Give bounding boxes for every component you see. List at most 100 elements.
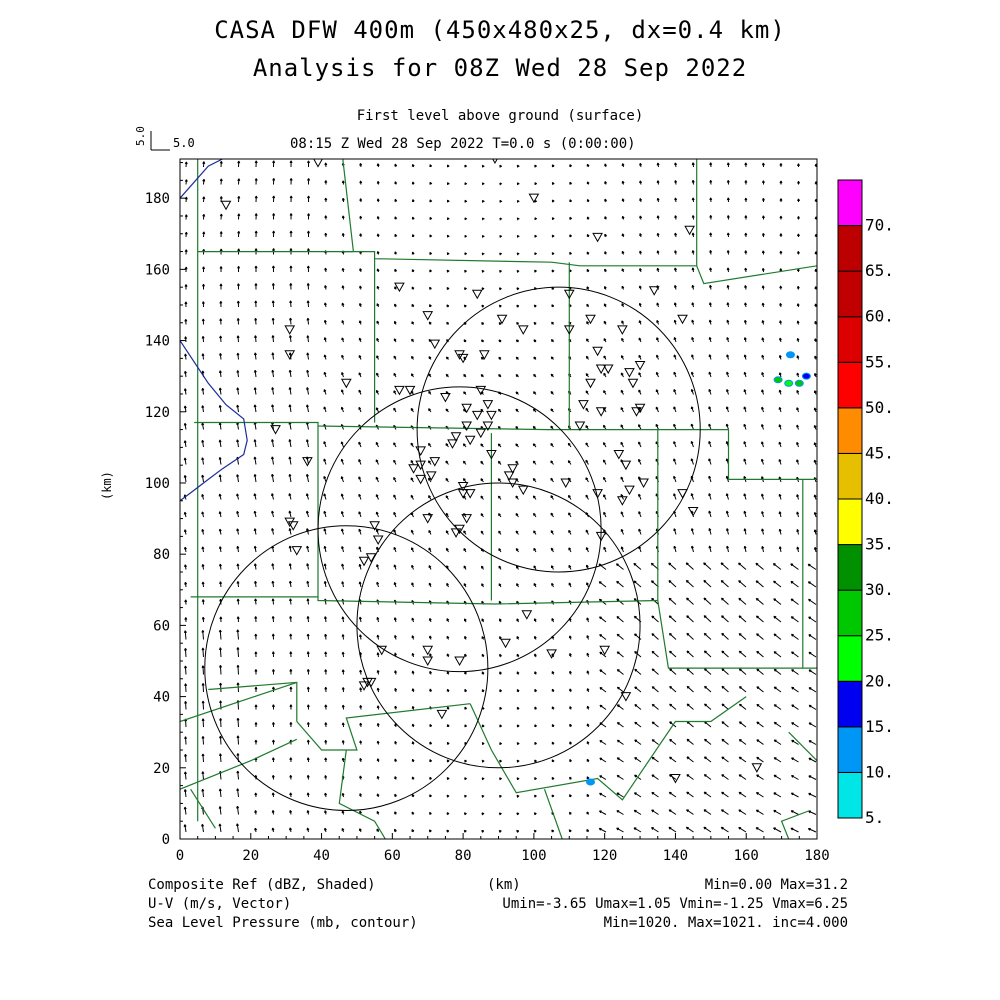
x-axis-ticks: 0 20 40 60 80 100 120 140 160 180 <box>176 833 830 864</box>
station-marker <box>599 645 611 656</box>
station-marker <box>404 385 416 396</box>
y-tick-label: 160 <box>145 262 170 278</box>
station-marker <box>372 535 384 545</box>
coastline <box>180 159 248 502</box>
station-marker <box>585 378 596 389</box>
station-marker <box>517 485 529 496</box>
colorbar-segment <box>837 771 863 819</box>
station-marker <box>602 364 614 375</box>
x-tick-label: 80 <box>455 848 472 864</box>
station-marker <box>578 400 589 410</box>
station-marker <box>471 410 483 421</box>
x-tick-label: 40 <box>313 848 330 864</box>
colorbar-label: 65. <box>865 261 894 280</box>
county-line <box>780 809 811 839</box>
y-tick-label: 80 <box>153 547 170 563</box>
colorbar-segment <box>837 407 863 454</box>
station-marker <box>677 314 688 325</box>
y-tick-label: 140 <box>145 334 170 350</box>
x-tick-label: 60 <box>384 848 401 864</box>
station-marker <box>429 339 441 350</box>
colorbar-segment <box>837 179 863 227</box>
station-marker <box>517 325 529 335</box>
county-line <box>180 738 298 790</box>
station-marker <box>461 514 473 524</box>
county-line <box>342 159 354 252</box>
station-marker <box>563 289 575 300</box>
time-label: 08:15 Z Wed 28 Sep 2022 T=0.0 s (0:00:00… <box>290 136 636 152</box>
station-marker <box>464 489 476 499</box>
county-line <box>469 696 747 801</box>
station-marker <box>450 432 462 442</box>
county-line <box>727 429 817 480</box>
station-marker <box>422 656 434 667</box>
chart-title: CASA DFW 400m (450x480x25, dx=0.4 km) <box>214 16 786 44</box>
y-tick-label: 100 <box>145 476 170 492</box>
station-marker <box>220 200 232 211</box>
colorbar-segment <box>837 225 863 272</box>
x-axis-label: (km) <box>487 877 521 893</box>
colorbar-label: 40. <box>865 489 894 508</box>
y-axis-label: (km) <box>100 471 114 500</box>
station-marker <box>528 193 540 204</box>
station-marker <box>408 464 419 474</box>
station-marker <box>546 649 557 659</box>
colorbar-segment <box>837 452 863 500</box>
station-marker <box>507 464 519 474</box>
reflectivity-echo <box>784 379 794 387</box>
station-marker <box>684 225 695 236</box>
station-marker <box>631 407 642 417</box>
chart-title-analysis: Analysis for 08Z Wed 28 Sep 2022 <box>252 54 748 82</box>
station-marker <box>454 656 465 667</box>
colorbar-label: 30. <box>865 580 894 599</box>
y-tick-label: 20 <box>153 761 170 777</box>
station-marker <box>478 350 490 360</box>
station-marker <box>624 368 635 378</box>
station-marker <box>340 378 352 389</box>
y-axis-ticks: 0 20 40 60 80 100 120 140 160 180 <box>145 162 186 848</box>
station-marker <box>415 460 426 471</box>
station-marker <box>471 289 483 300</box>
station-marker <box>450 528 462 538</box>
coast-line <box>180 159 223 199</box>
colorbar-label: 20. <box>865 671 894 690</box>
station-marker <box>464 435 476 446</box>
station-marker <box>627 378 639 389</box>
station-marker <box>365 553 377 563</box>
county-line <box>190 596 658 605</box>
coast-line <box>180 340 248 502</box>
reflectivity-echo <box>586 778 596 786</box>
station-marker <box>563 325 575 335</box>
station-marker <box>415 446 426 456</box>
x-tick-label: 180 <box>804 848 829 864</box>
county-line <box>180 681 297 723</box>
station-marker <box>457 482 469 492</box>
station-marker <box>620 692 632 702</box>
station-marker <box>461 403 473 414</box>
county-line <box>657 600 817 669</box>
station-marker <box>461 421 473 432</box>
station-marker <box>677 489 688 499</box>
colorbar-segment <box>837 498 863 546</box>
station-marker <box>585 314 596 325</box>
station-marker <box>284 325 296 335</box>
colorbar-label: 45. <box>865 443 894 462</box>
footer-composite-ref: Composite Ref (dBZ, Shaded) <box>148 877 376 893</box>
colorbar-label: 15. <box>865 717 894 736</box>
x-tick-label: 160 <box>734 848 759 864</box>
station-marker <box>284 350 296 360</box>
footer-uv-vector: U-V (m/s, Vector) <box>148 896 292 912</box>
colorbar-label: 5. <box>865 808 884 827</box>
colorbar: 5. 10. 15. 20. 25. 30. 35. 40. 45. 50. 55. 60. 65. 70… <box>837 179 894 827</box>
footer-slp-contour: Sea Level Pressure (mb, contour) <box>148 915 418 931</box>
colorbar-label: 70. <box>865 216 894 235</box>
station-marker <box>486 449 497 460</box>
colorbar-segment <box>837 270 863 318</box>
station-marker <box>365 677 377 688</box>
station-marker <box>617 496 628 506</box>
reflectivity-echo <box>801 372 811 380</box>
station-marker <box>592 232 603 243</box>
station-marker <box>270 425 281 435</box>
station-marker <box>369 521 380 531</box>
vector-scale-label-vertical: 5.0 <box>134 126 147 146</box>
